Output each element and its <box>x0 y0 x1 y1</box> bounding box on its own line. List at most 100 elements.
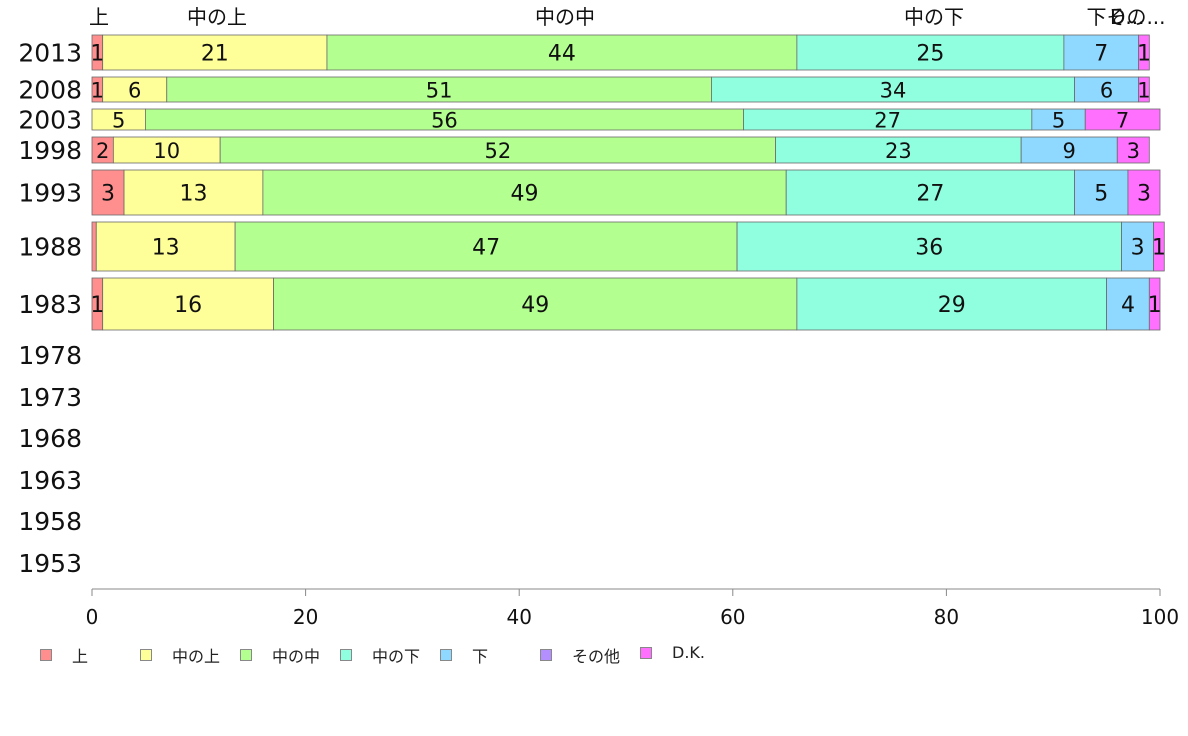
category-label: 1983 <box>18 290 82 319</box>
data-label: 34 <box>880 79 907 103</box>
data-label: 5 <box>1052 109 1065 133</box>
data-label: 4 <box>1121 293 1135 318</box>
data-label: 21 <box>201 42 229 67</box>
bar-segment <box>796 34 1065 71</box>
legend-swatch <box>40 649 52 661</box>
data-label: 56 <box>431 109 458 133</box>
data-label: 3 <box>1137 182 1151 207</box>
data-label: 1 <box>1137 79 1150 103</box>
legend-label: 上 <box>72 647 89 666</box>
legend-swatch <box>240 649 252 661</box>
x-tick-label: 0 <box>86 605 99 629</box>
legend-swatch <box>340 649 352 661</box>
bar-segment <box>1116 136 1150 164</box>
stacked-bar-chart: 上中の上 中の中 中の下 下その...D...2013 1 21 44 25 7 12008 1 6 5… <box>18 5 1179 629</box>
legend-label: 下 <box>472 647 489 666</box>
x-tick-label: 100 <box>1141 605 1179 629</box>
data-label: 16 <box>174 293 202 318</box>
x-tick-label: 60 <box>720 605 745 629</box>
x-tick-label: 40 <box>506 605 531 629</box>
data-label: 1 <box>1148 293 1162 318</box>
data-label: 5 <box>1094 182 1108 207</box>
data-label: 25 <box>916 42 944 67</box>
legend-item: 上 <box>40 643 88 667</box>
bar-segment <box>1020 136 1118 164</box>
data-label: 49 <box>521 293 549 318</box>
category-label: 1973 <box>18 383 82 412</box>
data-label: 6 <box>1100 79 1113 103</box>
category-label: 2008 <box>18 76 82 105</box>
series-top-label: 下その... <box>1086 5 1165 29</box>
bar-segment <box>1063 34 1140 71</box>
legend-swatch <box>540 649 552 661</box>
data-label: 23 <box>885 139 912 163</box>
category-label: 1963 <box>18 466 82 495</box>
series-top-label: 中の中 <box>535 5 595 29</box>
data-label: 49 <box>511 182 539 207</box>
legend-item: 中の上 <box>140 643 220 667</box>
bar-segment <box>262 169 787 216</box>
bar-segment <box>1127 169 1161 216</box>
legend-item: 中の中 <box>240 643 320 667</box>
category-label: 1958 <box>18 507 82 536</box>
data-label: 9 <box>1063 139 1076 163</box>
bar-segment <box>1153 221 1165 272</box>
bar-segment <box>112 136 221 164</box>
bar-segment <box>166 76 712 103</box>
data-label: 6 <box>128 79 141 103</box>
data-label: 1 <box>90 42 104 67</box>
series-top-label: 中の上 <box>187 5 247 29</box>
data-label: 47 <box>472 236 500 261</box>
bar-segment <box>1074 169 1129 216</box>
legend-item: 下 <box>440 643 488 667</box>
category-label: 1953 <box>18 549 82 578</box>
x-tick-label: 80 <box>934 605 959 629</box>
data-label: 27 <box>916 182 944 207</box>
category-label: 2003 <box>18 106 82 135</box>
data-label: 10 <box>153 139 180 163</box>
category-label: 1968 <box>18 424 82 453</box>
legend-label: 中の上 <box>172 647 221 666</box>
bar-segment <box>95 221 236 272</box>
category-label: 1998 <box>18 136 82 165</box>
legend-item: その他 <box>540 643 620 667</box>
legend-label: 中の中 <box>272 647 321 666</box>
bar-segment <box>234 221 738 272</box>
bar-segment <box>796 277 1108 331</box>
data-label: 3 <box>1131 236 1145 261</box>
data-label: 3 <box>101 182 115 207</box>
bar-segment <box>1121 221 1154 272</box>
category-label: 1993 <box>18 179 82 208</box>
bar-segment <box>102 277 274 331</box>
data-label: 52 <box>484 139 511 163</box>
category-label: 2013 <box>18 39 82 68</box>
data-label: 3 <box>1127 139 1140 163</box>
bar-segment <box>1138 34 1150 71</box>
data-label: 7 <box>1116 109 1129 133</box>
bar-segment <box>1074 76 1140 103</box>
data-label: 13 <box>179 182 207 207</box>
series-top-label: 上 <box>89 5 109 29</box>
data-label: 5 <box>112 109 125 133</box>
legend-label: 中の下 <box>372 647 421 666</box>
category-label: 1988 <box>18 233 82 262</box>
data-label: 13 <box>152 236 180 261</box>
legend-item: 中の下 <box>340 643 420 667</box>
data-label: 51 <box>426 79 453 103</box>
data-label: 1 <box>1137 42 1151 67</box>
bar-segment <box>736 221 1122 272</box>
legend-swatch <box>440 649 452 661</box>
category-label: 1978 <box>18 341 82 370</box>
series-top-label: D... <box>1110 5 1144 29</box>
data-label: 27 <box>874 109 901 133</box>
bar-segment <box>1084 108 1161 131</box>
data-label: 29 <box>938 293 966 318</box>
data-label: 36 <box>915 236 943 261</box>
legend-swatch <box>640 646 652 659</box>
bar-segment <box>102 34 328 71</box>
data-label: 1 <box>91 79 104 103</box>
bar-segment <box>711 76 1075 103</box>
data-label: 1 <box>1152 236 1166 261</box>
legend-label: D.K. <box>672 643 705 662</box>
data-label: 7 <box>1094 42 1108 67</box>
